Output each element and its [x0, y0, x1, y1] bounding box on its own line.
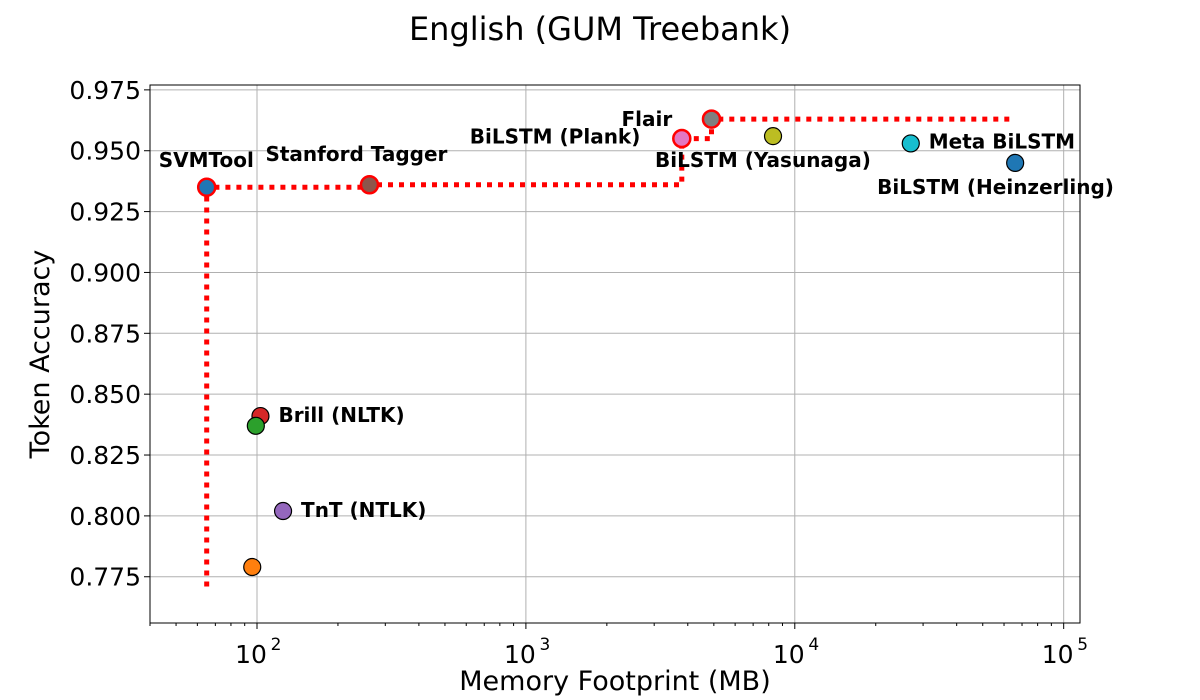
data-point	[901, 134, 920, 153]
data-point	[359, 175, 380, 195]
data-point	[1006, 153, 1025, 173]
point-label: Flair	[621, 107, 672, 131]
y-tick-label: 0.900	[69, 258, 141, 287]
x-tick-exponent: 5	[1077, 635, 1088, 655]
y-axis-label: Token Accuracy	[25, 250, 56, 460]
grid-layer	[150, 85, 1080, 623]
data-point	[243, 557, 262, 577]
data-point	[672, 128, 692, 149]
point-label: BiLSTM (Plank)	[470, 125, 641, 149]
data-point	[246, 416, 265, 435]
x-tick-exponent: 2	[271, 635, 282, 655]
pareto-frontier	[204, 116, 1016, 587]
point-label: Stanford Tagger	[265, 142, 447, 166]
data-point	[763, 127, 783, 146]
y-tick-label: 0.825	[69, 441, 141, 470]
point-label: Meta BiLSTM	[929, 129, 1075, 153]
point-label: SVMTool	[159, 148, 254, 172]
data-point	[196, 177, 217, 197]
point-label: BiLSTM (Heinzerling)	[877, 175, 1114, 199]
y-tick-label: 0.800	[69, 502, 141, 531]
points-layer	[196, 109, 1025, 577]
y-tick-label: 0.775	[69, 563, 141, 592]
x-tick-label: 10	[504, 640, 536, 669]
x-tick-exponent: 3	[539, 635, 550, 655]
chart-title: English (GUM Treebank)	[409, 10, 791, 48]
axis-ticks: 0.775 0.800 0.825 0.850 0.875 0.900 0.925 0.950…	[69, 76, 1088, 669]
data-point	[273, 501, 293, 521]
y-tick-label: 0.975	[69, 76, 141, 105]
x-tick-label: 10	[1042, 640, 1074, 669]
point-label: TnT (NTLK)	[301, 498, 426, 522]
x-tick-label: 10	[235, 640, 267, 669]
y-tick-label: 0.875	[69, 319, 141, 348]
point-labels: SVMTool Stanford Tagger BiLSTM (Plank)Flai…	[159, 107, 1114, 522]
point-label: Brill (NLTK)	[278, 403, 404, 427]
plot-frame	[149, 84, 1081, 624]
x-tick-label: 10	[773, 640, 805, 669]
pareto-frontier-line	[204, 116, 1016, 587]
y-tick-label: 0.850	[69, 380, 141, 409]
y-tick-label: 0.925	[69, 198, 141, 227]
point-label: BiLSTM (Yasunaga)	[655, 148, 871, 172]
data-point	[701, 109, 722, 129]
x-tick-exponent: 4	[808, 635, 819, 655]
y-tick-label: 0.950	[69, 137, 141, 166]
x-axis-label: Memory Footprint (MB)	[459, 666, 771, 697]
